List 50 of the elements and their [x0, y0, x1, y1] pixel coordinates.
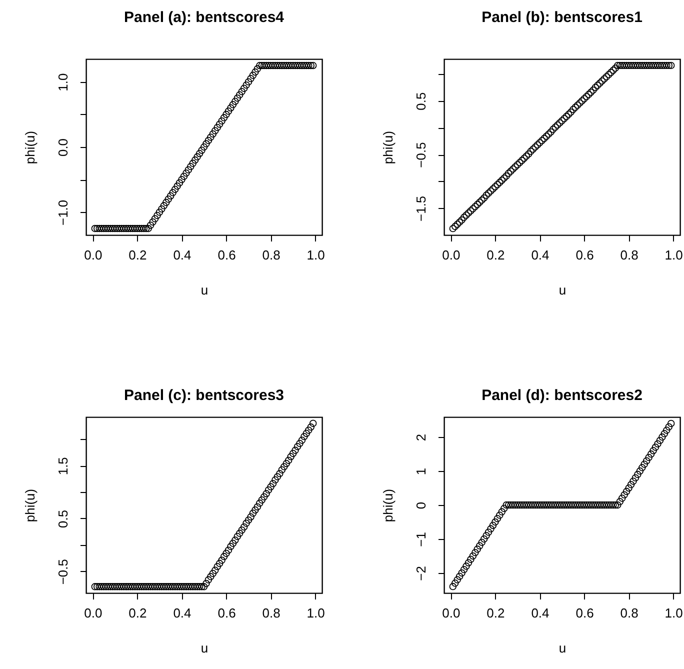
y-axis-title: phi(u)	[380, 488, 396, 522]
x-tick-label: 0.4	[173, 606, 192, 620]
y-tick-label: −2	[414, 566, 428, 581]
x-tick-label: 0.6	[576, 606, 594, 620]
x-tick-label: 0.6	[218, 248, 236, 262]
x-tick-label: 0.2	[128, 606, 147, 620]
x-tick-label: 1.0	[664, 606, 683, 620]
chart-title: Panel (b): bentscores1	[482, 9, 642, 26]
y-tick-label: 1	[414, 468, 428, 476]
x-tick-label: 0.2	[486, 248, 505, 262]
y-tick-label: 1.5	[56, 457, 70, 476]
x-tick-label: 1.0	[664, 248, 683, 262]
x-tick-label: 0.0	[442, 248, 460, 262]
y-tick-label: −0.5	[414, 142, 428, 168]
x-tick-label: 0.4	[531, 606, 550, 620]
x-tick-label: 0.8	[620, 248, 638, 262]
x-tick-label: 0.4	[531, 248, 550, 262]
chart-title: Panel (d): bentscores2	[482, 387, 642, 404]
x-tick-label: 0.8	[620, 606, 638, 620]
x-axis-title: u	[200, 282, 208, 298]
x-tick-label: 1.0	[306, 248, 325, 262]
chart-title: Panel (c): bentscores3	[124, 387, 284, 404]
y-tick-label: 0	[414, 502, 428, 510]
chart-title: Panel (a): bentscores4	[124, 9, 285, 26]
x-tick-label: 0.4	[173, 248, 192, 262]
x-tick-label: 0.0	[442, 606, 460, 620]
x-tick-label: 0.6	[576, 248, 594, 262]
y-tick-label: 0.5	[56, 510, 70, 528]
y-tick-label: −1.5	[414, 196, 428, 222]
y-tick-label: −1	[414, 532, 428, 547]
y-tick-label: −0.5	[56, 558, 70, 585]
y-axis-title: phi(u)	[22, 488, 38, 522]
y-axis-title: phi(u)	[22, 130, 38, 164]
y-axis-title: phi(u)	[380, 130, 396, 164]
x-tick-label: 0.0	[84, 248, 102, 262]
y-tick-label: 0.0	[56, 138, 70, 157]
x-tick-label: 0.2	[128, 248, 147, 262]
x-axis-title: u	[558, 282, 566, 298]
x-tick-label: 0.0	[84, 606, 102, 620]
y-tick-label: −1.0	[56, 200, 70, 226]
x-tick-label: 0.8	[262, 248, 280, 262]
x-tick-label: 0.6	[218, 606, 236, 620]
y-tick-label: 2	[414, 434, 428, 442]
x-axis-title: u	[558, 640, 566, 656]
x-axis-title: u	[200, 640, 208, 656]
y-tick-label: 1.0	[56, 73, 70, 92]
x-tick-label: 1.0	[306, 606, 325, 620]
x-tick-label: 0.2	[486, 606, 505, 620]
y-tick-label: 0.5	[414, 92, 428, 110]
x-tick-label: 0.8	[262, 606, 280, 620]
